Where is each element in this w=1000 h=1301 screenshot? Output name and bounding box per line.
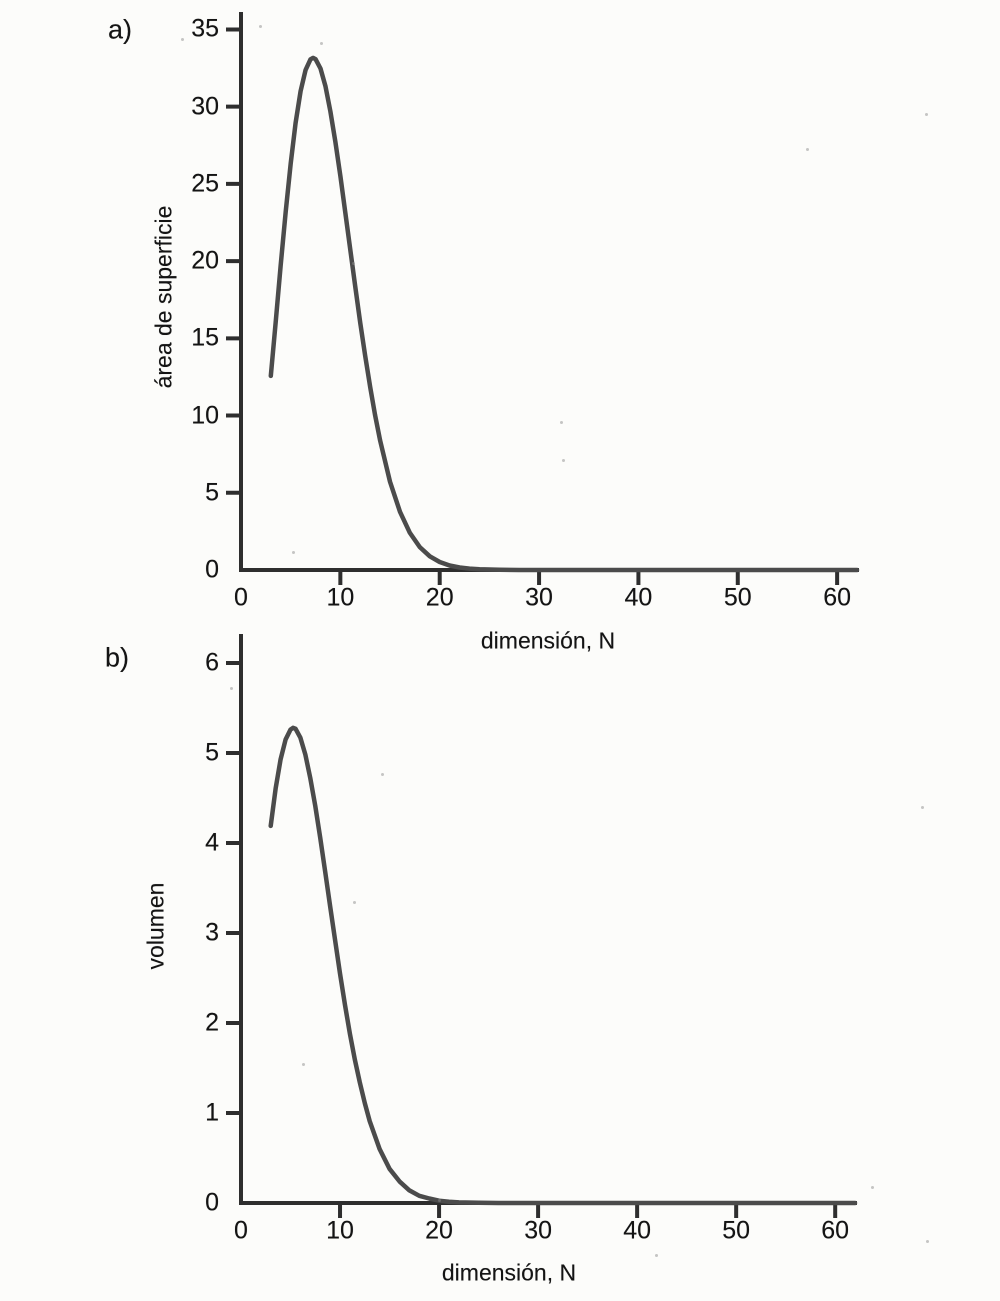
axes-a (239, 12, 859, 572)
scan-speck (259, 25, 262, 28)
y-axis-label-a: área de superficie (150, 205, 177, 389)
y-tick-label-a-30: 30 (191, 92, 219, 121)
scan-speck (181, 38, 184, 41)
panel-label-b: b) (104, 642, 130, 673)
y-tick-label-b-6: 6 (205, 648, 219, 677)
x-tick-label-a-40: 40 (624, 583, 653, 612)
y-tick-label-a-25: 25 (191, 169, 219, 198)
y-tick-label-a-0: 0 (205, 555, 219, 584)
y-tick-label-a-5: 5 (205, 478, 219, 507)
x-tick-label-a-30: 30 (525, 583, 553, 612)
panel-label-a: a) (107, 14, 133, 45)
y-tick-label-a-10: 10 (191, 401, 219, 430)
scan-speck (655, 1254, 658, 1257)
curve-b (268, 725, 858, 1206)
x-tick-label-a-20: 20 (425, 583, 454, 612)
scan-speck (806, 148, 809, 151)
x-tick-label-a-0: 0 (234, 583, 248, 612)
x-tick-label-b-0: 0 (234, 1216, 248, 1245)
x-tick-label-a-10: 10 (326, 583, 355, 612)
y-tick-label-b-4: 4 (205, 828, 219, 857)
x-tick-label-b-50: 50 (722, 1216, 751, 1245)
scan-speck (562, 459, 565, 462)
scan-speck (926, 1240, 929, 1243)
y-tick-label-b-1: 1 (205, 1098, 219, 1127)
scan-speck (381, 773, 384, 776)
y-tick-label-a-20: 20 (191, 246, 219, 275)
y-axis-label-b: volumen (142, 882, 169, 970)
scan-speck (353, 901, 356, 904)
scan-speck (921, 806, 924, 809)
x-tick-label-b-40: 40 (623, 1216, 652, 1245)
x-tick-label-b-10: 10 (326, 1216, 354, 1245)
scan-speck (560, 421, 563, 424)
scan-speck (292, 551, 295, 554)
x-tick-label-b-60: 60 (821, 1216, 850, 1245)
x-tick-label-a-50: 50 (723, 583, 752, 612)
scan-speck (352, 262, 355, 265)
y-tick-label-b-0: 0 (205, 1188, 219, 1217)
y-tick-label-b-2: 2 (205, 1008, 219, 1037)
y-tick-label-a-35: 35 (191, 14, 219, 43)
scan-speck (320, 42, 323, 45)
x-tick-label-a-60: 60 (823, 583, 852, 612)
y-tick-label-a-15: 15 (191, 323, 219, 352)
y-tick-label-b-5: 5 (205, 738, 219, 767)
x-tick-label-b-30: 30 (524, 1216, 552, 1245)
x-axis-label-a: dimensión, N (480, 627, 616, 654)
curve-a (268, 55, 860, 573)
scan-speck (925, 113, 928, 116)
scan-speck (438, 1199, 441, 1202)
x-axis-label-b: dimensión, N (441, 1259, 577, 1286)
x-tick-label-b-20: 20 (425, 1216, 453, 1245)
scan-speck (871, 1186, 874, 1189)
scan-speck (230, 687, 233, 690)
scan-speck (302, 1063, 305, 1066)
y-tick-label-b-3: 3 (205, 918, 219, 947)
